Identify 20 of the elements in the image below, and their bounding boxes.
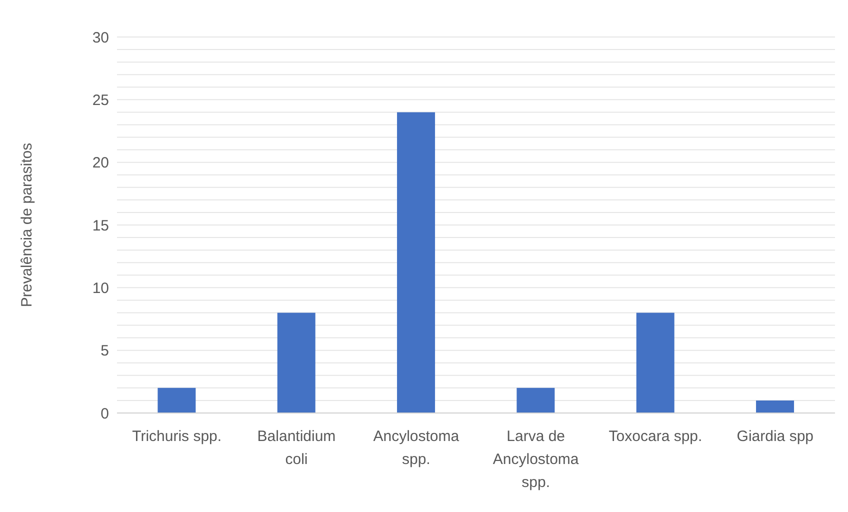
x-tick-label: Balantidium coli (257, 428, 336, 468)
y-tick-label: 20 (92, 154, 109, 172)
bar (756, 400, 794, 413)
bar (636, 312, 674, 413)
x-tick-label: Giardia spp (736, 428, 814, 445)
bar (158, 388, 196, 413)
y-tick-label: 10 (92, 280, 109, 297)
y-tick-label: 30 (92, 29, 109, 46)
x-tick-label: Toxocara spp. (608, 428, 702, 445)
y-tick-label: 5 (100, 342, 109, 360)
bar (516, 388, 555, 413)
x-tick-label: Ancylostoma spp. (373, 428, 460, 468)
y-axis-title: Prevalência de parasitos (18, 142, 36, 308)
y-tick-label: 0 (100, 405, 109, 422)
x-tick-label: Trichuris spp. (132, 428, 222, 445)
y-tick-label: 25 (92, 92, 109, 109)
y-tick-label: 15 (92, 217, 109, 234)
bar (397, 112, 436, 413)
x-tick-label: Larva de Ancylostoma spp. (492, 428, 580, 491)
bar (277, 312, 316, 413)
